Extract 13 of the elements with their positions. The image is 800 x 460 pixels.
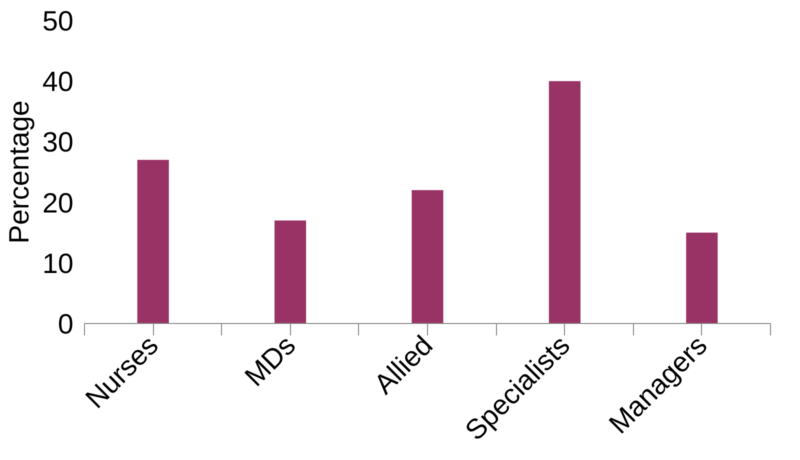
bar: [412, 190, 444, 324]
y-tick-label: 10: [42, 248, 74, 279]
bar: [137, 160, 169, 324]
bar: [274, 220, 306, 324]
y-tick-label: 20: [42, 187, 74, 218]
y-tick-label: 40: [42, 66, 74, 98]
bar: [686, 232, 718, 324]
x-tick-label: MDs: [238, 330, 302, 392]
bar: [548, 81, 580, 324]
y-axis-title: Percentage: [3, 100, 34, 244]
y-tick-label: 50: [42, 6, 74, 36]
y-tick-label: 0: [58, 308, 74, 340]
y-tick-label: 30: [42, 126, 74, 158]
